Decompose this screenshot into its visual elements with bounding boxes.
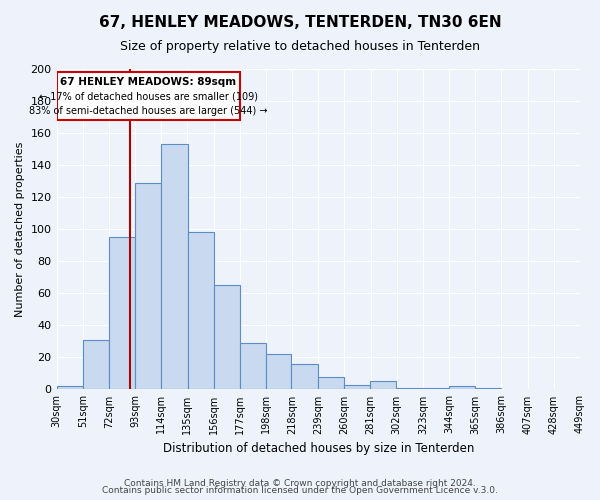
Y-axis label: Number of detached properties: Number of detached properties — [15, 142, 25, 317]
Bar — [56, 386, 83, 390]
Bar — [317, 376, 344, 390]
Bar — [135, 183, 161, 390]
Bar — [83, 340, 109, 390]
Bar — [240, 343, 266, 390]
Bar — [422, 388, 449, 390]
Text: Contains HM Land Registry data © Crown copyright and database right 2024.: Contains HM Land Registry data © Crown c… — [124, 478, 476, 488]
Bar — [292, 364, 317, 390]
X-axis label: Distribution of detached houses by size in Tenterden: Distribution of detached houses by size … — [163, 442, 474, 455]
Text: Size of property relative to detached houses in Tenterden: Size of property relative to detached ho… — [120, 40, 480, 53]
Bar — [266, 354, 292, 390]
Bar — [161, 144, 188, 390]
Bar — [397, 388, 422, 390]
Text: 67, HENLEY MEADOWS, TENTERDEN, TN30 6EN: 67, HENLEY MEADOWS, TENTERDEN, TN30 6EN — [98, 15, 502, 30]
Bar — [344, 384, 370, 390]
Bar — [475, 388, 501, 390]
Bar — [109, 237, 135, 390]
Text: 83% of semi-detached houses are larger (544) →: 83% of semi-detached houses are larger (… — [29, 106, 268, 116]
Text: Contains public sector information licensed under the Open Government Licence v.: Contains public sector information licen… — [102, 486, 498, 495]
Bar — [449, 386, 475, 390]
Bar — [214, 286, 240, 390]
Text: 67 HENLEY MEADOWS: 89sqm: 67 HENLEY MEADOWS: 89sqm — [61, 77, 236, 87]
Text: ← 17% of detached houses are smaller (109): ← 17% of detached houses are smaller (10… — [39, 92, 258, 102]
Bar — [370, 382, 397, 390]
FancyBboxPatch shape — [56, 72, 240, 120]
Bar — [188, 232, 214, 390]
